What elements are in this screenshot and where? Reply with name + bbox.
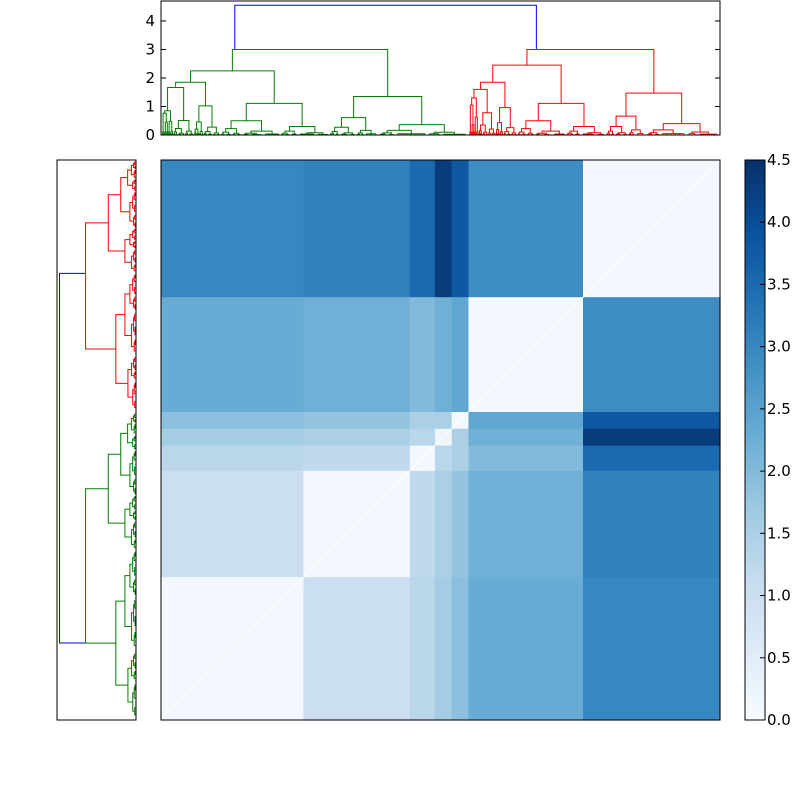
heatmap-block-C-B2 — [434, 297, 453, 413]
red-cluster-branch — [526, 48, 655, 94]
heatmap-block-B3-A — [161, 445, 305, 472]
heatmap-block-B1-B4 — [303, 412, 411, 430]
top-ytick-label: 3 — [145, 40, 155, 58]
colorbar-tick-label: 0.0 — [767, 711, 791, 729]
heatmap-block-B2-B4 — [303, 428, 411, 447]
top-dendrogram-y-ticks: 0 1 2 3 4 — [145, 12, 720, 144]
left-dendrogram-branches — [59, 161, 136, 718]
left-red-cluster-branch — [85, 222, 116, 350]
colorbar-tick-label: 4.5 — [767, 151, 791, 169]
top-ytick-label: 0 — [145, 126, 155, 144]
heatmap-block-A-B1 — [451, 577, 470, 721]
colorbar-gradient — [745, 160, 765, 720]
colorbar-tick-label: 2.5 — [767, 400, 791, 418]
heatmap-block-A-B4 — [303, 577, 411, 721]
colorbar: 0.0 0.5 1.0 1.5 2.0 2.5 3.0 3.5 4.0 4.5 — [744, 151, 791, 729]
colorbar-tick-label: 0.5 — [767, 649, 791, 667]
heatmap-block-D-B1 — [451, 160, 470, 298]
heatmap-block-B2-B3 — [409, 428, 436, 447]
heatmap-block-B1-C — [468, 412, 584, 430]
heatmap-block-B1-D — [583, 412, 721, 430]
heatmap-block-A-B3 — [409, 577, 436, 721]
colorbar-tick-label: 4.0 — [767, 213, 791, 231]
heatmap-block-B2-B1 — [451, 428, 470, 447]
heatmap-block-B4-C — [468, 470, 584, 578]
heatmap-block-B3-B1 — [451, 445, 470, 472]
top-ytick-label: 4 — [145, 12, 155, 30]
heatmap-block-D-C — [468, 160, 584, 298]
heatmap-block-C-B3 — [409, 297, 436, 413]
distance-heatmap — [160, 159, 721, 721]
heatmap-diagonal — [160, 159, 721, 721]
left-dendrogram — [56, 159, 137, 721]
colorbar-tick-label: 3.0 — [767, 338, 791, 356]
heatmap-block-B4-B1 — [451, 470, 470, 578]
heatmap-block-B4-D — [583, 470, 721, 578]
top-dendrogram-frame — [160, 0, 721, 136]
heatmap-block-C-D — [583, 297, 721, 413]
heatmap-cells — [161, 160, 721, 721]
heatmap-block-B2-D — [583, 428, 721, 447]
heatmap-block-C-B4 — [303, 297, 411, 413]
heatmap-block-B1-B2 — [434, 412, 453, 430]
heatmap-block-B2-A — [161, 428, 305, 447]
heatmap-block-C-A — [161, 297, 305, 413]
top-ytick-label: 2 — [145, 69, 155, 87]
left-green-cluster-branch — [85, 488, 116, 644]
heatmap-block-B4-B2 — [434, 470, 453, 578]
heatmap-block-B1-B3 — [409, 412, 436, 430]
colorbar-ticks: 0.0 0.5 1.0 1.5 2.0 2.5 3.0 3.5 4.0 4.5 — [760, 151, 791, 729]
heatmap-block-A-B2 — [434, 577, 453, 721]
colorbar-tick-label: 3.5 — [767, 275, 791, 293]
heatmap-frame — [160, 159, 721, 721]
top-ytick-label: 1 — [145, 97, 155, 115]
heatmap-block-B4-B3 — [409, 470, 436, 578]
heatmap-block-D-B2 — [434, 160, 453, 298]
heatmap-block-B1-A — [161, 412, 305, 430]
colorbar-tick-label: 2.0 — [767, 462, 791, 480]
heatmap-block-B3-D — [583, 445, 721, 472]
heatmap-block-A-C — [468, 577, 584, 721]
heatmap-self-distance-diagonal — [160, 159, 721, 721]
heatmap-block-D-A — [161, 160, 305, 298]
heatmap-block-A-D — [583, 577, 721, 721]
heatmap-block-B4-A — [161, 470, 305, 578]
heatmap-block-B3-C — [468, 445, 584, 472]
green-cluster-branch — [231, 48, 389, 97]
heatmap-block-D-B3 — [409, 160, 436, 298]
heatmap-block-B2-C — [468, 428, 584, 447]
colorbar-frame — [744, 159, 766, 721]
heatmap-block-D-B4 — [303, 160, 411, 298]
left-dendrogram-frame — [56, 159, 137, 721]
left-root-link — [59, 272, 86, 644]
colorbar-tick-label: 1.0 — [767, 587, 791, 605]
heatmap-block-B3-B2 — [434, 445, 453, 472]
heatmap-block-B3-B4 — [303, 445, 411, 472]
heatmap-block-C-B1 — [451, 297, 470, 413]
top-dendrogram: 0 1 2 3 4 — [145, 0, 721, 144]
root-link — [234, 4, 537, 50]
colorbar-tick-label: 1.5 — [767, 524, 791, 542]
